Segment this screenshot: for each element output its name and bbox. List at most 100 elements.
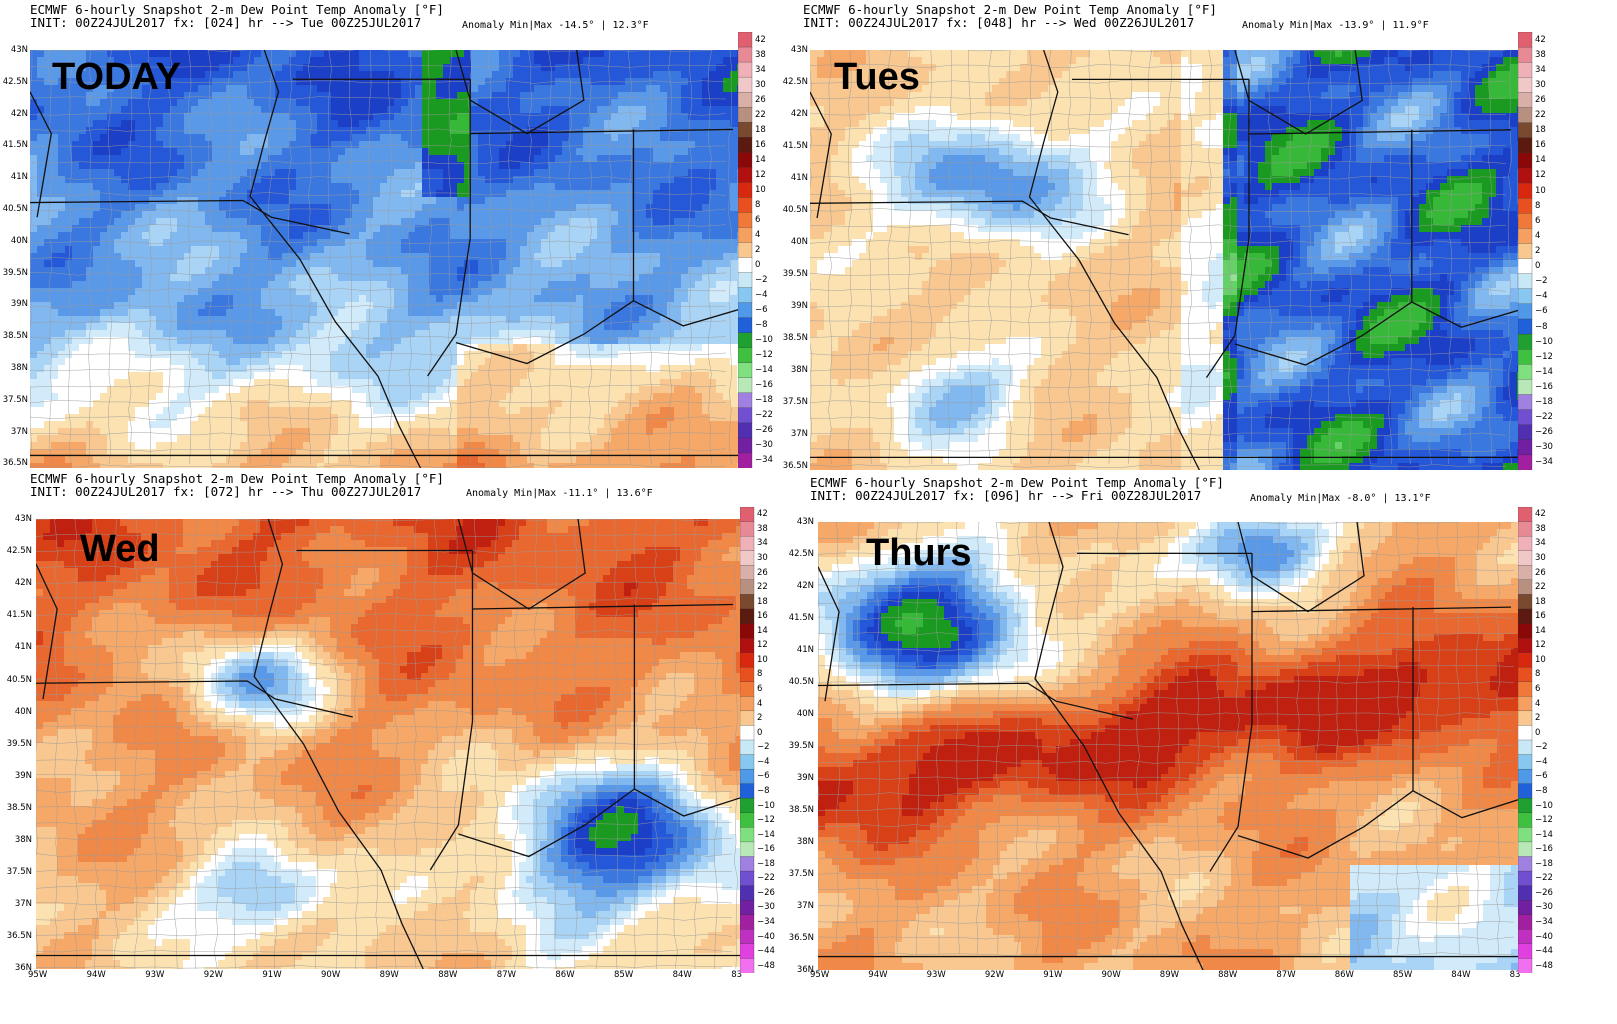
colorbar-tick-label: 14 <box>1535 626 1546 636</box>
lat-tick-label: 39N <box>780 301 808 311</box>
colorbar-swatch <box>1518 754 1533 770</box>
colorbar-swatch <box>1518 409 1533 426</box>
colorbar-tick-label: 30 <box>1535 553 1546 563</box>
colorbar-tick-label: −34 <box>1535 917 1553 927</box>
lat-tick-label: 36.5N <box>780 461 808 471</box>
colorbar-tick-label: 6 <box>1535 216 1540 226</box>
anomaly-stats: Anomaly Min|Max -11.1° | 13.6°F <box>466 488 653 499</box>
state-borders <box>810 50 1518 470</box>
lon-tick-label: 94W <box>868 970 887 980</box>
lat-tick-label: 36.5N <box>0 458 28 468</box>
colorbar-tick-label: −8 <box>1535 322 1548 332</box>
lon-tick-label: 92W <box>985 970 1004 980</box>
lat-tick-label: 42.5N <box>786 549 814 559</box>
colorbar-swatch <box>1518 870 1533 887</box>
lat-tick-label: 39.5N <box>780 269 808 279</box>
colorbar-swatch <box>738 61 753 78</box>
lon-tick-label: 93W <box>145 970 164 980</box>
colorbar-swatch <box>1518 46 1533 63</box>
state-borders <box>30 50 740 468</box>
colorbar-tick-label: −12 <box>757 815 775 825</box>
lat-tick-label: 42N <box>780 109 808 119</box>
colorbar-swatch <box>740 608 755 625</box>
colorbar-swatch <box>1518 273 1533 290</box>
colorbar-tick-label: 30 <box>755 80 766 90</box>
colorbar-swatch <box>740 710 755 727</box>
colorbar-swatch <box>740 637 755 654</box>
colorbar-swatch <box>738 91 753 108</box>
colorbar-tick-label: 10 <box>1535 186 1546 196</box>
colorbar-tick-label: −10 <box>1535 337 1553 347</box>
colorbar-tick-label: −16 <box>1535 382 1553 392</box>
panel-title-line2: INIT: 00Z24JUL2017 fx: [024] hr --> Tue … <box>30 16 421 30</box>
lon-tick-label: 95W <box>28 970 47 980</box>
lon-tick-label: 89W <box>1160 970 1179 980</box>
colorbar-tick-label: 22 <box>1535 582 1546 592</box>
colorbar-tick-label: −18 <box>1535 397 1553 407</box>
lon-tick-label: 92W <box>204 970 223 980</box>
colorbar-swatches <box>740 507 755 973</box>
colorbar-tick-label: −8 <box>757 786 770 796</box>
colorbar-swatch <box>740 623 755 639</box>
colorbar-swatch <box>1518 958 1533 973</box>
lat-tick-label: 41N <box>780 173 808 183</box>
colorbar-tick-label: −22 <box>757 873 775 883</box>
colorbar-tick-label: −4 <box>1535 757 1548 767</box>
lat-tick-label: 37.5N <box>0 395 28 405</box>
colorbar-tick-label: −26 <box>757 888 775 898</box>
colorbar-tick-label: −30 <box>1535 442 1553 452</box>
lat-tick-label: 39N <box>786 773 814 783</box>
panel-title-line1: ECMWF 6-hourly Snapshot 2-m Dew Point Te… <box>803 3 1217 17</box>
colorbar-tick-label: 12 <box>755 170 766 180</box>
colorbar-tick-label: 0 <box>755 260 760 270</box>
colorbar-swatch <box>738 197 753 214</box>
colorbar-tick-label: −18 <box>755 395 773 405</box>
colorbar-swatch <box>1518 579 1533 596</box>
colorbar-swatch <box>1518 507 1533 523</box>
colorbar-tick-label: 10 <box>755 185 766 195</box>
colorbar-tick-label: −2 <box>755 275 768 285</box>
lat-tick-label: 40N <box>780 237 808 247</box>
colorbar-tick-label: 14 <box>755 155 766 165</box>
colorbar-swatch <box>1518 379 1533 396</box>
colorbar-tick-label: 2 <box>1535 246 1540 256</box>
colorbar-swatch <box>1518 768 1533 785</box>
lat-tick-label: 43N <box>780 45 808 55</box>
colorbar-swatch <box>1518 288 1533 305</box>
colorbar-tick-label: −2 <box>1535 742 1548 752</box>
colorbar-tick-label: −14 <box>755 365 773 375</box>
panel-title-line1: ECMWF 6-hourly Snapshot 2-m Dew Point Te… <box>30 472 444 486</box>
colorbar-tick-label: −4 <box>755 290 768 300</box>
lat-tick-label: 37N <box>4 899 32 909</box>
colorbar-tick-label: 26 <box>757 568 768 578</box>
colorbar-tick-label: 34 <box>1535 538 1546 548</box>
lon-tick-label: 84W <box>1451 970 1470 980</box>
colorbar-tick-label: −12 <box>1535 815 1553 825</box>
colorbar-tick-label: −6 <box>1535 306 1548 316</box>
lat-tick-label: 37.5N <box>4 867 32 877</box>
colorbar-swatch <box>1518 122 1533 139</box>
colorbar-tick-label: 38 <box>755 50 766 60</box>
colorbar-tick-label: 4 <box>755 230 760 240</box>
colorbar-tick-label: 26 <box>755 95 766 105</box>
colorbar-swatch <box>1518 652 1533 668</box>
colorbar-tick-label: −48 <box>1535 961 1553 971</box>
colorbar-tick-label: −12 <box>1535 352 1553 362</box>
colorbar-tick-label: 22 <box>1535 110 1546 120</box>
colorbar-swatch <box>1518 137 1533 154</box>
colorbar-tick-label: 26 <box>1535 568 1546 578</box>
lon-tick-label: 88W <box>1218 970 1237 980</box>
colorbar-swatch <box>738 46 753 63</box>
colorbar-swatch <box>738 437 753 454</box>
lat-tick-label: 40.5N <box>780 205 808 215</box>
lon-tick-label: 83 <box>1510 970 1521 980</box>
lon-tick-label: 87W <box>497 970 516 980</box>
lat-tick-label: 41.5N <box>4 610 32 620</box>
colorbar-swatch <box>1518 167 1533 184</box>
colorbar-swatch <box>1518 827 1533 843</box>
colorbar-tick-label: 0 <box>1535 728 1540 738</box>
colorbar-tick-label: 8 <box>757 669 762 679</box>
colorbar-swatch <box>740 943 755 960</box>
colorbar-swatch <box>740 841 755 858</box>
colorbar-swatch <box>738 422 753 439</box>
